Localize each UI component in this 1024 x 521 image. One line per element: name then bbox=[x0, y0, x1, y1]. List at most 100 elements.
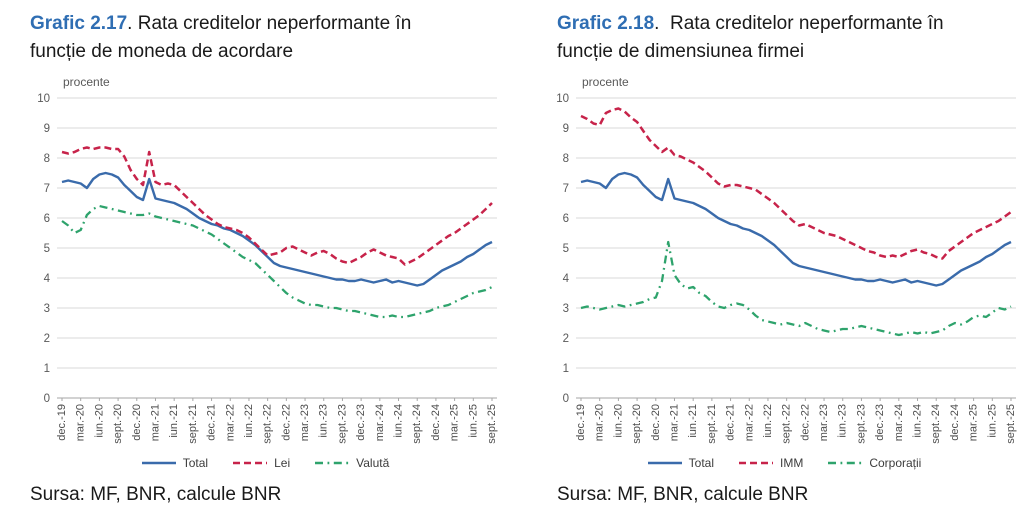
source-note: Sursa: MF, BNR, calcule BNR bbox=[557, 484, 809, 505]
svg-text:3: 3 bbox=[44, 303, 50, 315]
svg-text:dec.-22: dec.-22 bbox=[799, 404, 811, 441]
svg-text:mar.-21: mar.-21 bbox=[668, 404, 680, 441]
svg-text:iun.-23: iun.-23 bbox=[837, 404, 849, 438]
svg-text:mar.-24: mar.-24 bbox=[374, 404, 386, 441]
svg-text:9: 9 bbox=[563, 123, 569, 135]
svg-text:sept.-21: sept.-21 bbox=[187, 404, 199, 444]
chart-legend: Total Lei Valută bbox=[30, 454, 500, 472]
svg-text:7: 7 bbox=[563, 183, 569, 195]
svg-text:dec.-23: dec.-23 bbox=[355, 404, 367, 441]
svg-text:6: 6 bbox=[563, 213, 569, 225]
svg-text:mar.-23: mar.-23 bbox=[818, 404, 830, 441]
svg-text:sept.-24: sept.-24 bbox=[411, 404, 423, 444]
svg-text:procente: procente bbox=[63, 75, 110, 89]
svg-text:mar.-22: mar.-22 bbox=[224, 404, 236, 441]
svg-text:4: 4 bbox=[563, 273, 570, 285]
svg-text:sept.-24: sept.-24 bbox=[930, 404, 942, 444]
svg-text:3: 3 bbox=[563, 303, 569, 315]
svg-text:mar.-20: mar.-20 bbox=[594, 404, 606, 441]
svg-text:sept.-23: sept.-23 bbox=[336, 404, 348, 444]
chart-title-text-line2: funcție de dimensiunea firmei bbox=[557, 41, 805, 62]
legend-item-total: Total bbox=[141, 456, 208, 470]
legend-line-corporatii-icon bbox=[828, 461, 863, 465]
legend-item-corporatii: Corporații bbox=[827, 456, 921, 470]
chart-title-text-line1: . Rata creditelor neperformante în bbox=[127, 13, 412, 34]
chart-title: Grafic 2.17. Rata creditelor neperforman… bbox=[30, 10, 500, 66]
npl-by-firm-size-chart: 0 1 2 3 4 5 6 7 8 9 10 procente dec.-19 mar.-20 iun.-2… bbox=[556, 75, 1017, 444]
svg-text:dec.-21: dec.-21 bbox=[206, 404, 218, 441]
svg-text:iun.-20: iun.-20 bbox=[612, 404, 624, 438]
svg-text:iun.-22: iun.-22 bbox=[762, 404, 774, 438]
svg-text:dec.-19: dec.-19 bbox=[575, 404, 587, 441]
svg-text:dec.-24: dec.-24 bbox=[949, 404, 961, 441]
svg-text:dec.-24: dec.-24 bbox=[430, 404, 442, 441]
svg-text:dec.-21: dec.-21 bbox=[725, 404, 737, 441]
svg-text:dec.-20: dec.-20 bbox=[650, 404, 662, 441]
svg-text:dec.-22: dec.-22 bbox=[280, 404, 292, 441]
svg-text:sept.-22: sept.-22 bbox=[262, 404, 274, 444]
svg-text:9: 9 bbox=[44, 123, 50, 135]
svg-text:iun.-20: iun.-20 bbox=[93, 404, 105, 438]
svg-text:7: 7 bbox=[44, 183, 50, 195]
grafic-2-18-panel: Grafic 2.18. Rata creditelor neperforman… bbox=[549, 10, 1019, 506]
svg-text:mar.-22: mar.-22 bbox=[743, 404, 755, 441]
svg-text:8: 8 bbox=[563, 153, 569, 165]
svg-text:iun.-21: iun.-21 bbox=[687, 404, 699, 438]
svg-text:mar.-25: mar.-25 bbox=[449, 404, 461, 441]
svg-text:iun.-25: iun.-25 bbox=[467, 404, 479, 438]
svg-text:sept.-21: sept.-21 bbox=[706, 404, 718, 444]
svg-text:2: 2 bbox=[44, 333, 50, 345]
legend-label-valuta: Valută bbox=[356, 456, 390, 470]
svg-text:10: 10 bbox=[556, 93, 569, 105]
legend-label-lei: Lei bbox=[274, 456, 291, 470]
svg-text:iun.-24: iun.-24 bbox=[912, 404, 924, 438]
svg-text:mar.-21: mar.-21 bbox=[149, 404, 161, 441]
legend-item-imm: IMM bbox=[738, 456, 803, 470]
svg-text:8: 8 bbox=[44, 153, 50, 165]
legend-line-total-icon bbox=[141, 461, 176, 465]
chart-title-text-line1: . Rata creditelor neperformante în bbox=[654, 13, 944, 34]
svg-text:iun.-24: iun.-24 bbox=[393, 404, 405, 438]
chart-title-text-line2: funcție de moneda de acordare bbox=[30, 41, 294, 62]
svg-text:mar.-24: mar.-24 bbox=[893, 404, 905, 441]
legend-line-valuta-icon bbox=[315, 461, 350, 465]
source-note: Sursa: MF, BNR, calcule BNR bbox=[30, 484, 282, 505]
svg-text:sept.-22: sept.-22 bbox=[781, 404, 793, 444]
svg-text:mar.-25: mar.-25 bbox=[968, 404, 980, 441]
svg-text:iun.-21: iun.-21 bbox=[168, 404, 180, 438]
svg-text:sept.-23: sept.-23 bbox=[855, 404, 867, 444]
svg-text:5: 5 bbox=[563, 243, 569, 255]
svg-text:5: 5 bbox=[44, 243, 50, 255]
legend-label-total: Total bbox=[182, 456, 209, 470]
svg-text:procente: procente bbox=[582, 75, 629, 89]
chart-title-number: Grafic 2.17 bbox=[30, 13, 128, 34]
legend-label-corporatii: Corporații bbox=[869, 456, 922, 470]
legend-item-lei: Lei bbox=[232, 456, 290, 470]
svg-text:1: 1 bbox=[44, 363, 50, 375]
svg-text:iun.-23: iun.-23 bbox=[318, 404, 330, 438]
svg-text:iun.-22: iun.-22 bbox=[243, 404, 255, 438]
svg-text:mar.-23: mar.-23 bbox=[299, 404, 311, 441]
svg-text:dec.-19: dec.-19 bbox=[56, 404, 68, 441]
npl-by-currency-chart: 0 1 2 3 4 5 6 7 8 9 10 procente dec.-19 mar.-20 iun.-2… bbox=[37, 75, 498, 444]
svg-text:sept.-20: sept.-20 bbox=[112, 404, 124, 444]
legend-label-imm: IMM bbox=[780, 456, 804, 470]
legend-item-total: Total bbox=[647, 456, 714, 470]
svg-text:0: 0 bbox=[563, 393, 569, 405]
svg-text:dec.-20: dec.-20 bbox=[131, 404, 143, 441]
svg-text:10: 10 bbox=[37, 93, 50, 105]
svg-text:6: 6 bbox=[44, 213, 50, 225]
svg-text:sept.-25: sept.-25 bbox=[486, 404, 498, 444]
svg-text:mar.-20: mar.-20 bbox=[75, 404, 87, 441]
svg-text:0: 0 bbox=[44, 393, 50, 405]
grafic-2-17-panel: Grafic 2.17. Rata creditelor neperforman… bbox=[30, 10, 500, 506]
svg-text:sept.-25: sept.-25 bbox=[1005, 404, 1017, 444]
legend-line-lei-icon bbox=[233, 461, 268, 465]
legend-line-total-icon bbox=[647, 461, 682, 465]
svg-text:sept.-20: sept.-20 bbox=[631, 404, 643, 444]
chart-legend: Total IMM Corporații bbox=[549, 454, 1019, 472]
legend-line-imm-icon bbox=[739, 461, 773, 465]
svg-text:1: 1 bbox=[563, 363, 569, 375]
svg-text:iun.-25: iun.-25 bbox=[986, 404, 998, 438]
